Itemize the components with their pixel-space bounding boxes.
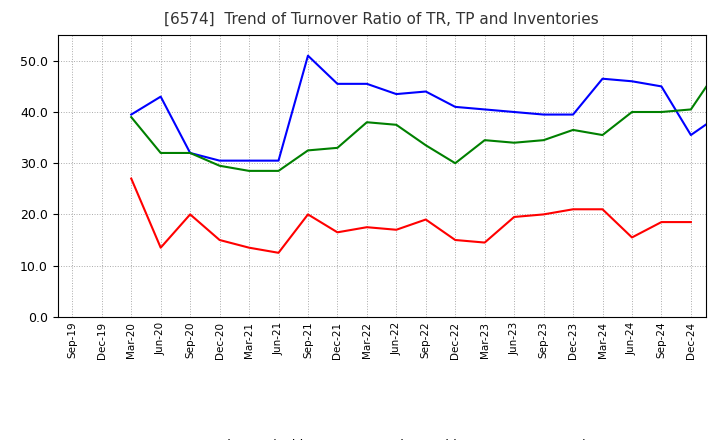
Trade Payables [657, 84, 666, 89]
Trade Payables [215, 158, 224, 163]
Inventories [480, 138, 489, 143]
Inventories [539, 138, 548, 143]
Trade Receivables [451, 237, 459, 242]
Trade Payables [392, 92, 400, 97]
Trade Payables [598, 76, 607, 81]
Trade Receivables [510, 214, 518, 220]
Legend: Trade Receivables, Trade Payables, Inventories: Trade Receivables, Trade Payables, Inven… [157, 434, 606, 440]
Trade Receivables [363, 224, 372, 230]
Trade Payables [363, 81, 372, 87]
Trade Payables [274, 158, 283, 163]
Trade Receivables [274, 250, 283, 256]
Inventories [421, 143, 430, 148]
Inventories [304, 148, 312, 153]
Trade Payables [716, 112, 720, 117]
Inventories [333, 145, 342, 150]
Trade Payables [333, 81, 342, 87]
Trade Payables [687, 132, 696, 138]
Trade Receivables [569, 207, 577, 212]
Trade Payables [510, 110, 518, 115]
Trade Payables [186, 150, 194, 156]
Inventories [127, 114, 135, 120]
Trade Receivables [127, 176, 135, 181]
Inventories [363, 120, 372, 125]
Trade Receivables [392, 227, 400, 232]
Trade Payables [245, 158, 253, 163]
Trade Receivables [539, 212, 548, 217]
Trade Receivables [245, 245, 253, 250]
Line: Trade Payables: Trade Payables [131, 56, 720, 161]
Trade Payables [127, 112, 135, 117]
Inventories [657, 110, 666, 115]
Title: [6574]  Trend of Turnover Ratio of TR, TP and Inventories: [6574] Trend of Turnover Ratio of TR, TP… [164, 12, 599, 27]
Trade Receivables [628, 235, 636, 240]
Inventories [215, 163, 224, 169]
Inventories [569, 127, 577, 132]
Inventories [598, 132, 607, 138]
Trade Payables [628, 79, 636, 84]
Trade Receivables [186, 212, 194, 217]
Trade Receivables [304, 212, 312, 217]
Trade Receivables [215, 237, 224, 242]
Trade Receivables [657, 220, 666, 225]
Inventories [716, 63, 720, 69]
Trade Receivables [333, 230, 342, 235]
Trade Receivables [598, 207, 607, 212]
Trade Payables [451, 104, 459, 110]
Inventories [628, 110, 636, 115]
Inventories [510, 140, 518, 145]
Trade Payables [480, 107, 489, 112]
Inventories [392, 122, 400, 128]
Trade Payables [304, 53, 312, 59]
Inventories [451, 161, 459, 166]
Inventories [245, 168, 253, 173]
Inventories [186, 150, 194, 156]
Line: Trade Receivables: Trade Receivables [131, 179, 691, 253]
Trade Payables [421, 89, 430, 94]
Trade Payables [539, 112, 548, 117]
Trade Payables [569, 112, 577, 117]
Inventories [156, 150, 165, 156]
Line: Inventories: Inventories [131, 66, 720, 171]
Inventories [687, 107, 696, 112]
Trade Receivables [480, 240, 489, 245]
Inventories [274, 168, 283, 173]
Trade Receivables [687, 220, 696, 225]
Trade Payables [156, 94, 165, 99]
Trade Receivables [156, 245, 165, 250]
Trade Receivables [421, 217, 430, 222]
